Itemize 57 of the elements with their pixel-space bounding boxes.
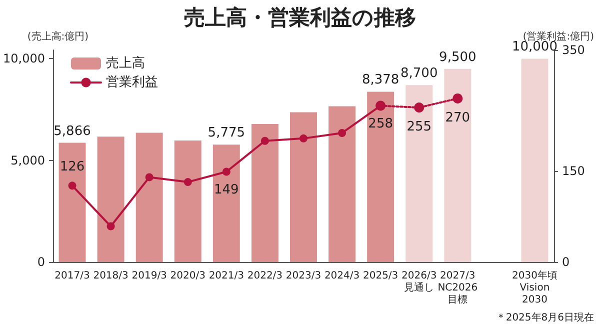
y2-axis-title: (営業利益:億円) (522, 30, 594, 42)
x-tick-label: 2023/3 (286, 270, 322, 282)
point (300, 134, 308, 142)
x-tick-label: 2026/3 見通し (402, 270, 437, 294)
x-tick-label: 2024/3 (324, 270, 360, 282)
bar (328, 106, 356, 262)
bar (367, 92, 394, 262)
bar (406, 85, 433, 262)
x-tick-label: 2019/3 (132, 270, 167, 282)
data-label: 255 (406, 120, 432, 135)
y-tick-label: 10,000 (2, 52, 45, 66)
y2-tick-label: 150 (562, 164, 585, 178)
legend-label: 営業利益 (106, 75, 158, 90)
point (338, 128, 346, 137)
y2-tick-label: 0 (562, 255, 570, 269)
point (106, 222, 115, 230)
x-tick-label: 2027/3 NC2026 目標 (438, 270, 478, 306)
data-label: 258 (368, 116, 393, 132)
data-label: 5,775 (208, 126, 246, 141)
bar (290, 112, 317, 262)
data-label: 8,378 (362, 72, 400, 88)
bar (174, 140, 202, 262)
data-label: 10,000 (512, 40, 558, 55)
y-tick-label: 0 (37, 255, 45, 269)
bar (251, 124, 278, 262)
bar (212, 144, 240, 262)
data-label: 5,866 (54, 124, 91, 139)
x-tick-label: 2025/3 (362, 270, 398, 282)
x-tick-label: 2030年頃 Vision 2030 (512, 270, 558, 306)
point (68, 182, 76, 190)
x-tick-label: 2020/3 (170, 270, 206, 282)
data-label: 9,500 (439, 50, 476, 65)
x-tick-label: 2022/3 (247, 270, 283, 282)
chart-title: 売上高・営業利益の推移 (184, 6, 416, 30)
point (414, 102, 424, 113)
point (184, 178, 192, 186)
bar (444, 68, 472, 262)
x-tick-label: 2017/3 (54, 270, 90, 282)
bar (97, 136, 124, 262)
x-tick-label: 2021/3 (208, 270, 244, 282)
point (222, 168, 230, 176)
legend-label: 売上高 (106, 55, 145, 71)
bar (136, 132, 163, 262)
data-label: 8,700 (400, 66, 438, 82)
bar (521, 58, 548, 262)
y2-tick-label: 350 (562, 43, 585, 57)
point (145, 173, 154, 182)
data-label: 126 (60, 160, 85, 175)
bar (58, 142, 86, 262)
point (452, 93, 463, 104)
data-label: 149 (214, 182, 239, 198)
point (260, 136, 269, 145)
data-label: 270 (445, 110, 470, 126)
y-axis-title: (売上高:億円) (27, 30, 89, 42)
y-tick-label: 5,000 (10, 153, 45, 168)
text: ＊2025年8月6日現在 (496, 312, 594, 324)
x-tick-label: 2018/3 (93, 270, 128, 282)
